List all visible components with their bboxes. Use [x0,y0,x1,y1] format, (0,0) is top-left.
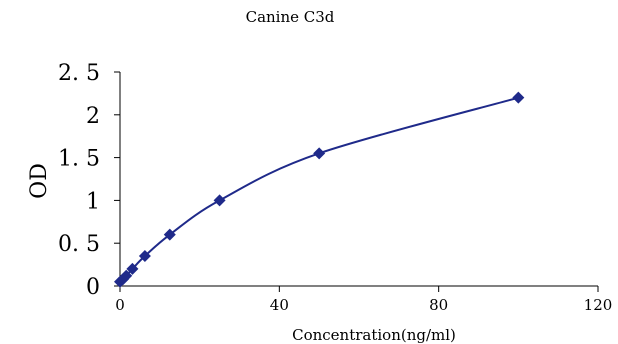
data-point [512,91,525,104]
y-tick-label: 2. 5 [58,61,100,86]
x-tick-label: 0 [115,296,125,314]
chart-title: Canine C3d [246,8,335,26]
y-tick-label: 1 [86,189,100,214]
data-point [138,250,151,263]
y-tick-label: 2 [86,104,100,129]
data-points [114,91,525,288]
axis-ticks: 0 0. 5 1 1. 5 2 2. 5 0 40 80 120 [58,61,612,314]
data-point [126,262,139,275]
y-tick-label: 1. 5 [58,147,100,172]
data-point [163,228,176,241]
x-tick-label: 120 [584,296,613,314]
x-tick-label: 80 [429,296,448,314]
x-tick-label: 40 [270,296,289,314]
y-axis-label: OD [27,163,52,199]
data-point [313,147,326,160]
series-line [119,96,519,283]
x-axis-label: Concentration(ng/ml) [292,326,456,344]
y-tick-label: 0 [86,275,100,300]
data-point [213,194,226,207]
y-tick-label: 0. 5 [58,232,100,257]
data-point [120,269,133,282]
